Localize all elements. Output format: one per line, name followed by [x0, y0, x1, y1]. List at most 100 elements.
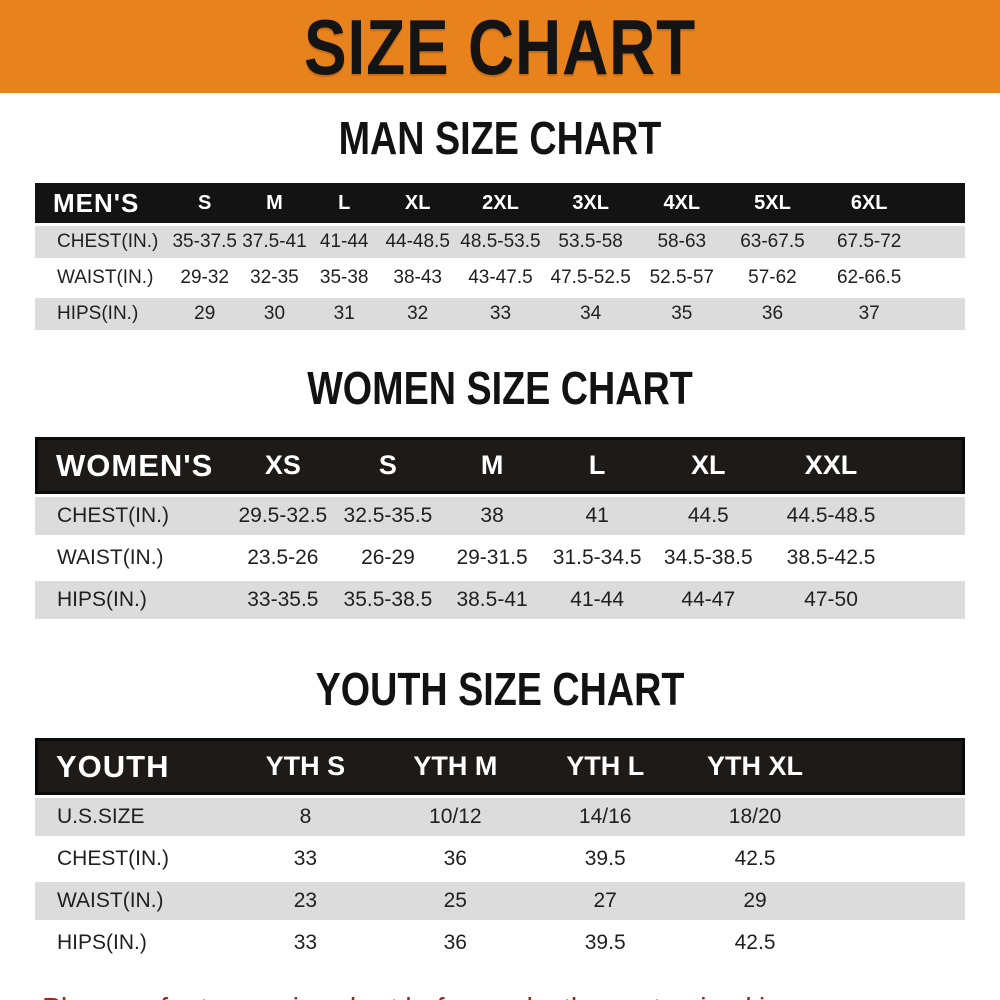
filler-header-cell	[896, 437, 965, 494]
table-row: HIPS(IN.) 33-35.5 35.5-38.5 38.5-41 41-44 44-…	[35, 578, 965, 620]
size-column-header: 3XL	[544, 183, 637, 223]
value-cell: 47.5-52.5	[544, 259, 637, 295]
filler-cell	[830, 795, 965, 837]
value-cell: 38.5-41	[440, 578, 544, 620]
size-column-header: 2XL	[456, 183, 545, 223]
value-cell: 38-43	[379, 259, 457, 295]
row-label: HIPS(IN.)	[35, 578, 231, 620]
size-column-header: YTH M	[380, 738, 531, 795]
row-label: CHEST(IN.)	[35, 837, 231, 879]
row-label: HIPS(IN.)	[35, 295, 170, 331]
value-cell: 23.5-26	[230, 536, 336, 578]
value-cell: 39.5	[530, 837, 681, 879]
row-label: CHEST(IN.)	[35, 494, 231, 536]
value-cell: 34	[544, 295, 637, 331]
value-cell: 48.5-53.5	[456, 223, 545, 259]
size-column-header: 6XL	[818, 183, 921, 223]
youth-table: YOUTH YTH S YTH M YTH L YTH XL U.S.SIZE 8 10/12…	[35, 738, 965, 963]
value-cell: 14/16	[530, 795, 681, 837]
row-label: WAIST(IN.)	[35, 536, 231, 578]
table-row: HIPS(IN.) 33 36 39.5 42.5	[35, 921, 965, 963]
filler-cell	[896, 536, 965, 578]
value-cell: 31.5-34.5	[543, 536, 651, 578]
women-section-title: WOMEN SIZE CHART	[307, 362, 693, 414]
value-cell: 44-48.5	[379, 223, 457, 259]
row-label: HIPS(IN.)	[35, 921, 231, 963]
value-cell: 29-31.5	[440, 536, 544, 578]
youth-section-title: YOUTH SIZE CHART	[315, 663, 685, 715]
filler-cell	[920, 259, 965, 295]
value-cell: 35-38	[309, 259, 380, 295]
value-cell: 43-47.5	[456, 259, 545, 295]
disclaimer-line-1: Please refer to our size chart before or…	[42, 989, 980, 1000]
value-cell: 41	[543, 494, 651, 536]
size-column-header: M	[239, 183, 310, 223]
size-column-header: XL	[379, 183, 457, 223]
table-row: WAIST(IN.) 23.5-26 26-29 29-31.5 31.5-34.5 34…	[35, 536, 965, 578]
size-column-header: 5XL	[726, 183, 819, 223]
value-cell: 62-66.5	[818, 259, 921, 295]
table-header-label: YOUTH	[35, 738, 231, 795]
size-column-header: XS	[230, 437, 336, 494]
value-cell: 18/20	[680, 795, 830, 837]
table-header-label: MEN'S	[35, 183, 170, 223]
size-column-header: YTH L	[530, 738, 681, 795]
value-cell: 36	[726, 295, 819, 331]
value-cell: 33	[230, 921, 381, 963]
value-cell: 30	[239, 295, 310, 331]
table-row: CHEST(IN.) 33 36 39.5 42.5	[35, 837, 965, 879]
value-cell: 29	[680, 879, 830, 921]
table-header-row: MEN'S S M L XL 2XL 3XL 4XL 5XL 6XL	[35, 183, 965, 223]
value-cell: 8	[230, 795, 381, 837]
value-cell: 29	[169, 295, 240, 331]
value-cell: 36	[380, 837, 531, 879]
value-cell: 58-63	[636, 223, 727, 259]
banner: SIZE CHART	[0, 0, 1000, 93]
row-label: CHEST(IN.)	[35, 223, 170, 259]
filler-cell	[830, 879, 965, 921]
men-table: MEN'S S M L XL 2XL 3XL 4XL 5XL 6XL CHEST(IN.) 35-37…	[35, 183, 965, 331]
value-cell: 41-44	[543, 578, 651, 620]
table-row: CHEST(IN.) 35-37.5 37.5-41 41-44 44-48.5 48.5…	[35, 223, 965, 259]
value-cell: 42.5	[680, 921, 830, 963]
row-label: WAIST(IN.)	[35, 259, 170, 295]
filler-cell	[920, 295, 965, 331]
size-column-header: S	[169, 183, 240, 223]
table-row: HIPS(IN.) 29 30 31 32 33 34 35 36 37	[35, 295, 965, 331]
table-row: WAIST(IN.) 23 25 27 29	[35, 879, 965, 921]
value-cell: 25	[380, 879, 531, 921]
value-cell: 47-50	[765, 578, 897, 620]
value-cell: 67.5-72	[818, 223, 921, 259]
table-row: CHEST(IN.) 29.5-32.5 32.5-35.5 38 41 44.5 44.5…	[35, 494, 965, 536]
filler-header-cell	[920, 183, 965, 223]
man-section-title: MAN SIZE CHART	[338, 112, 662, 164]
size-column-header: YTH XL	[680, 738, 830, 795]
size-column-header: 4XL	[636, 183, 727, 223]
value-cell: 35.5-38.5	[335, 578, 441, 620]
size-column-header: YTH S	[230, 738, 381, 795]
value-cell: 37.5-41	[239, 223, 310, 259]
table-header-label: WOMEN'S	[35, 437, 231, 494]
man-size-table: MEN'S S M L XL 2XL 3XL 4XL 5XL 6XL CHEST(IN.) 35-37…	[35, 183, 965, 331]
size-column-header: L	[309, 183, 380, 223]
value-cell: 53.5-58	[544, 223, 637, 259]
filler-cell	[920, 223, 965, 259]
value-cell: 32-35	[239, 259, 310, 295]
size-column-header: S	[335, 437, 441, 494]
value-cell: 29-32	[169, 259, 240, 295]
value-cell: 31	[309, 295, 380, 331]
value-cell: 37	[818, 295, 921, 331]
value-cell: 26-29	[335, 536, 441, 578]
value-cell: 63-67.5	[726, 223, 819, 259]
value-cell: 35-37.5	[169, 223, 240, 259]
youth-size-section: YOUTH SIZE CHART YOUTH YTH S YTH M YTH L YTH…	[0, 666, 1000, 963]
filler-cell	[830, 921, 965, 963]
filler-cell	[896, 494, 965, 536]
value-cell: 39.5	[530, 921, 681, 963]
value-cell: 38	[440, 494, 544, 536]
value-cell: 57-62	[726, 259, 819, 295]
row-label: U.S.SIZE	[35, 795, 231, 837]
filler-header-cell	[830, 738, 965, 795]
value-cell: 44-47	[650, 578, 766, 620]
